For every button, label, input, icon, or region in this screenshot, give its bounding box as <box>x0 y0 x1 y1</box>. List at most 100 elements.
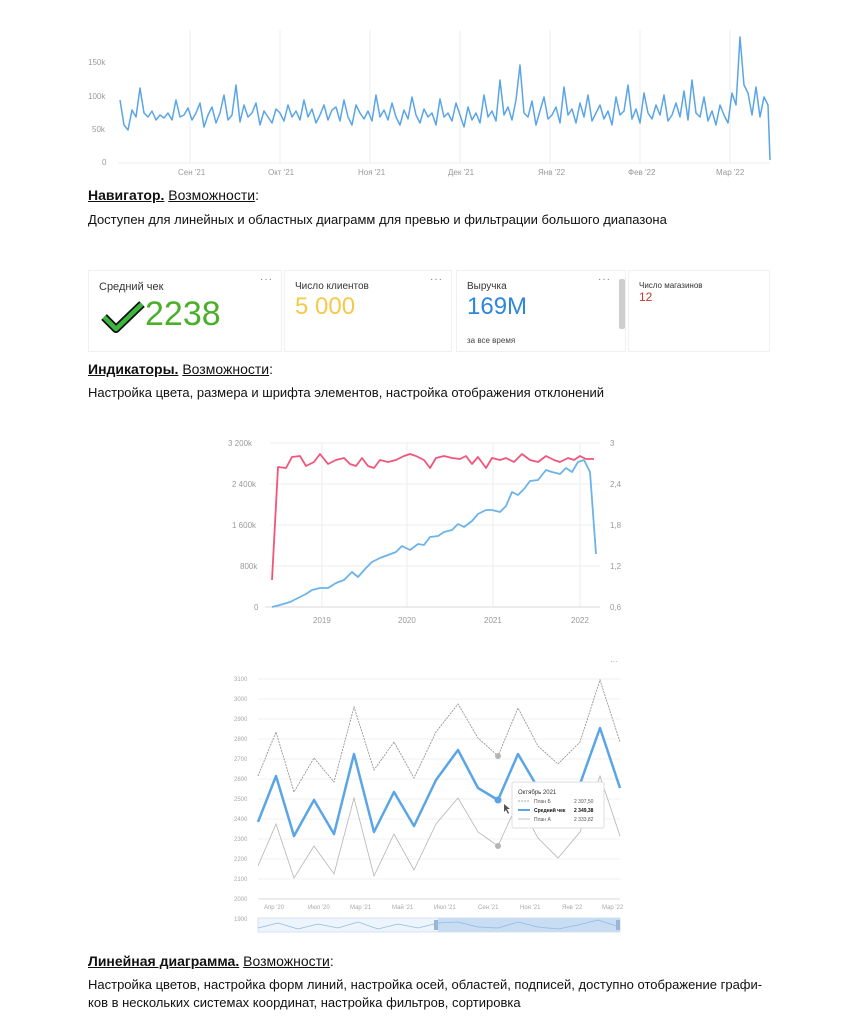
line-caption-bold: Линейная диаграмма. <box>88 953 240 969</box>
scrollbar[interactable] <box>619 279 625 329</box>
line-chart-grid <box>258 678 620 900</box>
navigator-chart: 150k 100k 50k 0 Сен '21 Окт '21 Ноя '21 … <box>88 30 771 177</box>
y-tick: 2100 <box>234 877 248 883</box>
y-right-tick: 1,2 <box>610 562 622 571</box>
y-tick: 2700 <box>234 757 248 763</box>
y-tick: 2800 <box>234 737 248 743</box>
cursor-icon <box>504 804 510 814</box>
tooltip-title: Октябрь 2021 <box>518 790 557 796</box>
line-caption-colon: : <box>329 953 334 969</box>
x-tick-2022: 2022 <box>571 616 589 625</box>
x-tick-2019: 2019 <box>313 616 331 625</box>
more-menu-icon[interactable]: ··· <box>598 274 611 285</box>
y-left-tick: 800k <box>240 562 258 571</box>
indicator-card-stores[interactable]: Число магазинов 12 <box>628 270 770 352</box>
y-tick: 2200 <box>234 857 248 863</box>
indicator-value: 169M <box>467 293 528 320</box>
y-tick-150k: 150k <box>88 58 106 67</box>
tooltip-row-name: Средний чек <box>534 807 566 814</box>
y-tick: 2400 <box>234 817 248 823</box>
y-left-tick: 3 200k <box>228 439 253 448</box>
indicators-caption-bold: Индикаторы. <box>88 361 179 377</box>
x-tick: Апр '20 <box>264 905 285 911</box>
x-tick: Мар '21 <box>350 905 372 911</box>
y-right-tick: 0,6 <box>610 603 622 612</box>
x-tick: Май '21 <box>392 904 414 911</box>
x-tick-2020: 2020 <box>398 616 416 625</box>
plan-b-line <box>257 678 621 793</box>
x-tick: Мар '22 <box>602 905 624 911</box>
plan-a-line <box>257 774 621 879</box>
x-tick-dec: Дек '21 <box>448 168 475 177</box>
indicators-caption-title: Индикаторы. Возможности: <box>88 361 273 377</box>
x-tick-2021: 2021 <box>484 616 502 625</box>
line-chart: ··· 3100 3000 2900 2800 2700 2600 2500 2… <box>234 657 624 933</box>
x-tick-nov: Ноя '21 <box>358 168 386 177</box>
range-handle-left[interactable] <box>434 920 438 930</box>
hover-point-plan-b <box>495 753 501 759</box>
indicator-card-clients[interactable]: ··· Число клиентов 5 000 <box>284 270 452 352</box>
navigator-grid <box>118 30 770 164</box>
indicator-value: 5 000 <box>295 293 356 320</box>
tooltip-row-name: План Б <box>534 799 551 805</box>
tooltip-row-name: План А <box>534 817 551 823</box>
tooltip-row-value: 2 333,82 <box>574 817 594 823</box>
y-left-tick: 0 <box>254 603 259 612</box>
x-tick-mar: Мар '22 <box>716 168 745 177</box>
dual-chart-grid <box>265 442 600 608</box>
x-tick-feb: Фев '22 <box>628 168 656 177</box>
navigator-caption-bold: Навигатор. <box>88 187 165 203</box>
more-menu-icon[interactable]: ··· <box>610 657 618 666</box>
more-menu-icon[interactable]: ··· <box>430 274 443 285</box>
y-right-tick: 3 <box>610 439 615 448</box>
line-caption-body-1: Настройка цветов, настройка форм линий, … <box>88 977 763 992</box>
hover-point-plan-a <box>495 843 501 849</box>
y-right-tick: 1,8 <box>610 521 622 530</box>
range-handle-right[interactable] <box>616 920 620 930</box>
y-tick: 2300 <box>234 837 248 843</box>
x-tick-sep: Сен '21 <box>178 168 206 177</box>
tooltip-row-value: 2 397,50 <box>574 799 594 805</box>
line-caption-body-2: ков в нескольких системах координат, нас… <box>88 995 521 1010</box>
indicator-label: Число клиентов <box>295 281 369 292</box>
y-tick-50k: 50k <box>92 125 106 134</box>
navigator-caption-rest: Возможности <box>168 187 256 203</box>
indicator-label: Средний чек <box>99 281 164 293</box>
y-tick: 2600 <box>234 777 248 783</box>
range-navigator[interactable] <box>257 917 621 933</box>
y-tick: 3100 <box>234 677 248 683</box>
dual-axis-chart: 3 200k 2 400k 1 600k 800k 0 3 2,4 1,8 1,… <box>228 439 622 625</box>
navigator-caption-body: Доступен для линейных и областных диагра… <box>88 212 667 227</box>
indicator-subtext: за все время <box>467 336 516 345</box>
indicators-caption-body: Настройка цвета, размера и шрифта элемен… <box>88 385 605 400</box>
indicator-value: 2238 <box>145 295 221 333</box>
tooltip: Октябрь 2021 План Б 2 397,50 Средний чек… <box>511 781 605 829</box>
more-menu-icon[interactable]: ··· <box>260 274 273 285</box>
hover-point-avg <box>494 796 502 804</box>
x-tick: Июл '20 <box>308 905 330 911</box>
x-tick: Июл '21 <box>434 905 456 911</box>
check-icon <box>101 301 145 333</box>
x-tick-oct: Окт '21 <box>268 168 295 177</box>
y-tick: 2900 <box>234 717 248 723</box>
line-caption-title: Линейная диаграмма. Возможности: <box>88 953 334 969</box>
y-tick: 1900 <box>234 917 248 923</box>
x-tick-jan: Янв '22 <box>538 168 566 177</box>
indicator-label: Выручка <box>467 281 507 292</box>
y-left-tick: 2 400k <box>232 480 257 489</box>
navigator-series-line <box>119 36 771 161</box>
indicators-caption-rest: Возможности <box>182 361 270 377</box>
navigator-caption-title: Навигатор. Возможности: <box>88 187 259 203</box>
y-tick: 2500 <box>234 797 248 803</box>
series-a-line <box>271 453 594 581</box>
y-left-tick: 1 600k <box>232 521 257 530</box>
indicator-card-revenue[interactable]: ··· Выручка 169M за все время <box>456 270 626 352</box>
navigator-caption-colon: : <box>255 187 259 203</box>
tooltip-row-value: 2 349,38 <box>574 808 594 814</box>
y-tick-0: 0 <box>102 158 107 167</box>
y-tick: 2000 <box>234 897 248 903</box>
y-right-tick: 2,4 <box>610 480 622 489</box>
series-b-line <box>271 459 597 608</box>
indicator-card-avg-check[interactable]: ··· Средний чек 2238 <box>88 270 282 352</box>
x-tick: Ноя '21 <box>520 905 541 911</box>
